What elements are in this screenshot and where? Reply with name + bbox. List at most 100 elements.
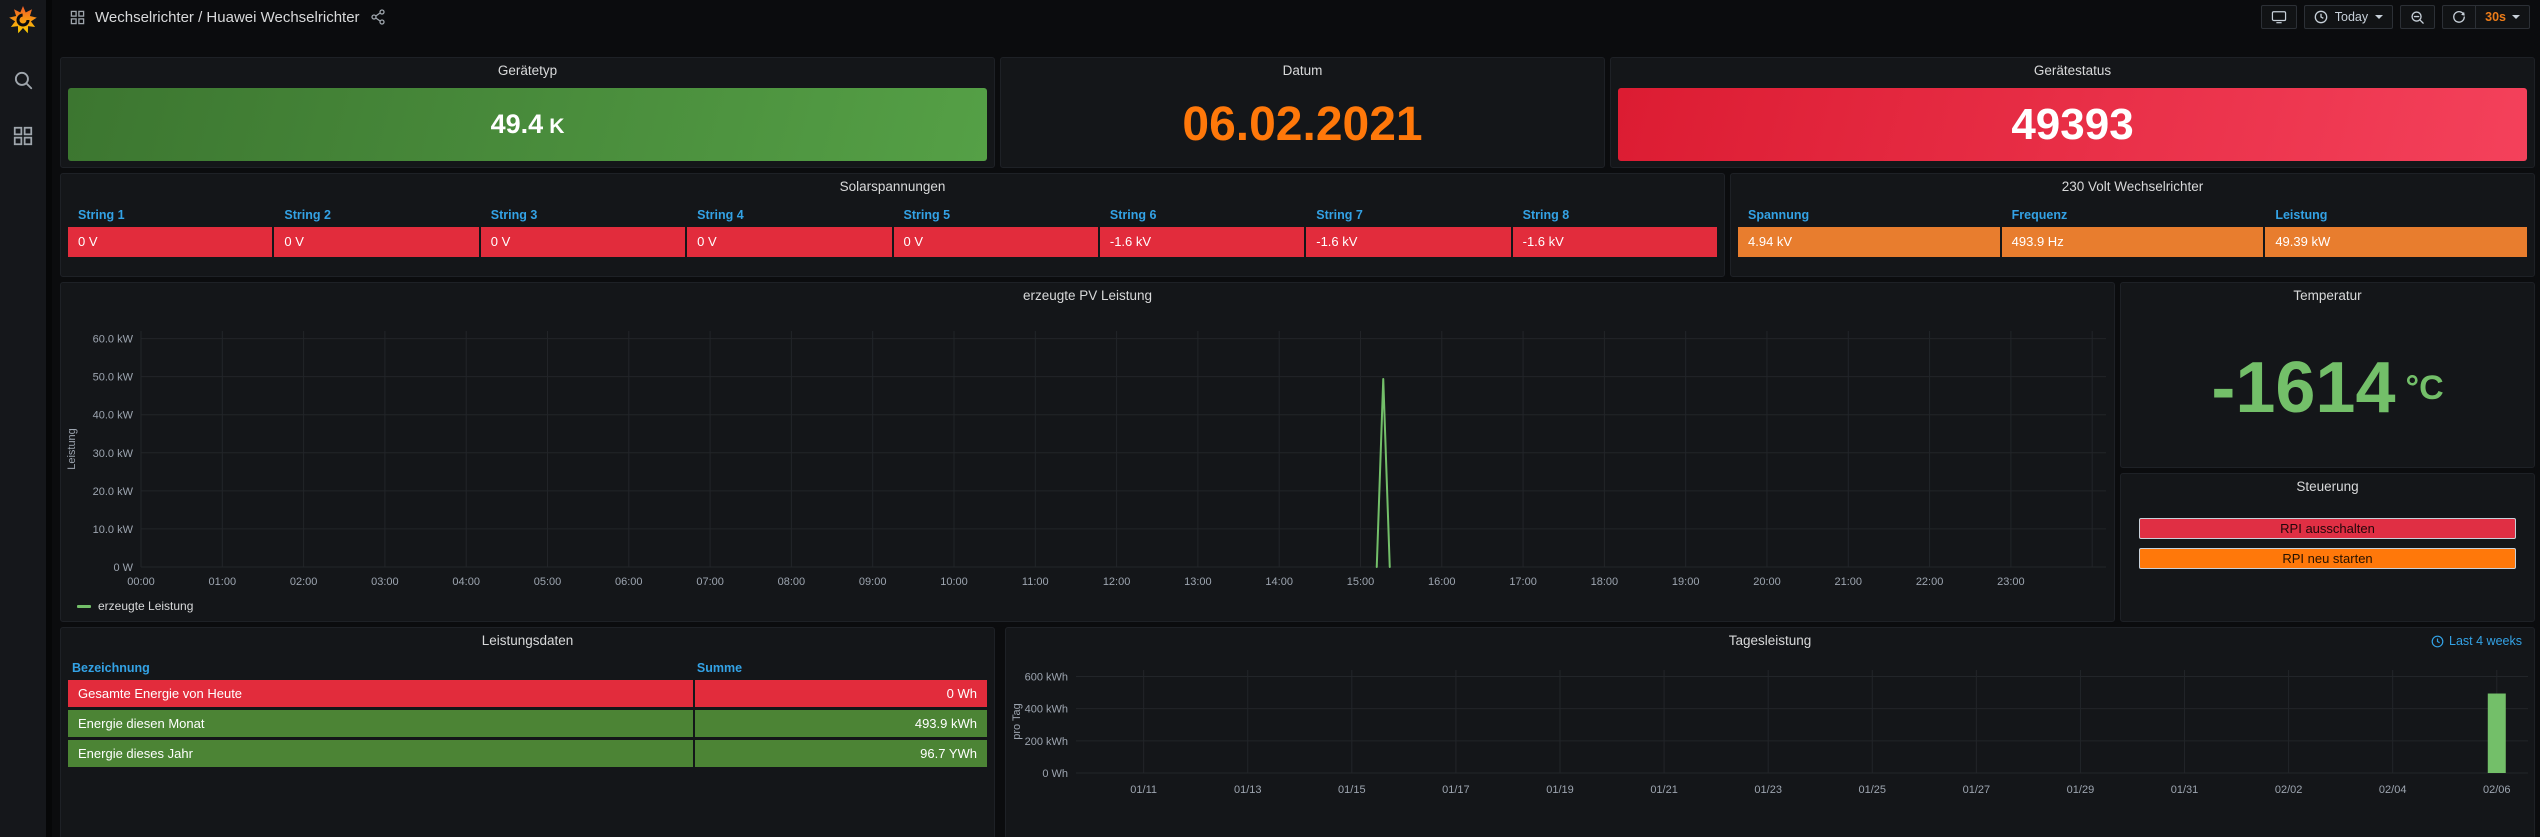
svg-text:02/02: 02/02 — [2275, 784, 2303, 796]
table-row: Energie dieses Jahr 96.7 YWh — [68, 740, 987, 767]
svg-text:03:00: 03:00 — [371, 576, 399, 588]
panel-title[interactable]: Steuerung — [2296, 479, 2359, 494]
svg-text:01/19: 01/19 — [1546, 784, 1574, 796]
column-header-summe[interactable]: Summe — [696, 661, 743, 675]
svg-text:200 kWh: 200 kWh — [1025, 736, 1068, 748]
panel-title[interactable]: Temperatur — [2293, 288, 2362, 303]
svg-text:06:00: 06:00 — [615, 576, 643, 588]
time-range-picker[interactable]: Today — [2303, 5, 2394, 29]
string-value-cell: -1.6 kV — [1099, 227, 1305, 257]
column-header-bezeichnung[interactable]: Bezeichnung — [72, 661, 150, 675]
stat-value: 06.02.2021 — [1182, 98, 1423, 151]
column-header[interactable]: String 7 — [1316, 208, 1363, 222]
sidebar — [0, 0, 52, 837]
search-icon[interactable] — [12, 69, 34, 91]
panel-time-range-link[interactable]: Last 4 weeks — [2431, 634, 2522, 648]
panel-geraetestatus: Gerätestatus 49393 — [1610, 57, 2535, 168]
svg-text:02:00: 02:00 — [290, 576, 318, 588]
refresh-interval-label: 30s — [2485, 10, 2506, 24]
panel-title[interactable]: Solarspannungen — [839, 179, 946, 194]
svg-text:60.0 kW: 60.0 kW — [93, 334, 134, 346]
svg-text:19:00: 19:00 — [1672, 576, 1700, 588]
wr-header-row: Spannung Frequenz Leistung — [1731, 203, 2534, 227]
panel-title[interactable]: Leistungsdaten — [481, 633, 574, 648]
svg-text:08:00: 08:00 — [778, 576, 806, 588]
stat-background: 49.4 K — [68, 88, 987, 161]
apps-grid-icon[interactable] — [70, 10, 85, 25]
refresh-icon[interactable] — [2452, 10, 2466, 24]
column-header[interactable]: String 6 — [1109, 208, 1157, 222]
svg-text:01/21: 01/21 — [1650, 784, 1678, 796]
panel-datum: Datum 06.02.2021 — [1000, 57, 1605, 168]
stat-value: 49393 — [2011, 99, 2134, 149]
svg-text:13:00: 13:00 — [1184, 576, 1212, 588]
column-header[interactable]: String 3 — [490, 208, 538, 222]
svg-text:16:00: 16:00 — [1428, 576, 1456, 588]
svg-text:14:00: 14:00 — [1265, 576, 1293, 588]
clock-icon — [2314, 10, 2328, 24]
column-header[interactable]: String 5 — [903, 208, 951, 222]
table-body: Gesamte Energie von Heute 0 Wh Energie d… — [68, 680, 987, 767]
navbar: Wechselrichter / Huawei Wechselrichter — [52, 0, 2540, 34]
divider — [2475, 6, 2477, 28]
stat-background: 49393 — [1618, 88, 2527, 161]
daily-bar-chart[interactable]: 01/11 01/13 01/15 01/17 01/19 01/21 01/23 01/25… — [1006, 662, 2534, 837]
row-label-cell: Energie diesen Monat — [68, 710, 693, 737]
panel-230v-wechselrichter: 230 Volt Wechselrichter Spannung Frequenz… — [1730, 173, 2535, 277]
column-header[interactable]: String 1 — [78, 208, 125, 222]
share-icon[interactable] — [370, 9, 386, 25]
dashboards-grid-icon[interactable] — [12, 125, 34, 147]
pv-line-chart[interactable]: 00:00 01:00 02:00 03:00 04:00 05:00 06:00 07:00… — [61, 309, 2114, 621]
column-header[interactable]: String 8 — [1522, 208, 1570, 222]
svg-text:01/27: 01/27 — [1963, 784, 1991, 796]
rpi-control-button[interactable]: RPI neu starten — [2139, 548, 2516, 569]
panel-title[interactable]: Datum — [1282, 63, 1323, 78]
svg-text:02/06: 02/06 — [2483, 784, 2511, 796]
wr-value-row: 4.94 kV 493.9 Hz 49.39 kW — [1731, 227, 2534, 257]
svg-text:400 kWh: 400 kWh — [1025, 704, 1068, 716]
energy-table: Bezeichnung Summe Gesamte Energie von He… — [61, 656, 994, 767]
panel-title[interactable]: Gerätetyp — [497, 63, 558, 78]
zoom-out-button[interactable] — [2400, 5, 2436, 29]
legend-item[interactable]: erzeugte Leistung — [77, 599, 193, 613]
panel-title[interactable]: erzeugte PV Leistung — [1022, 288, 1153, 303]
panel-solarspannungen: Solarspannungen String 1 String 2 String 3… — [60, 173, 1725, 277]
svg-text:15:00: 15:00 — [1347, 576, 1375, 588]
panel-time-range-label: Last 4 weeks — [2449, 634, 2522, 648]
wr-value-cell: 4.94 kV — [1738, 227, 2000, 257]
tv-mode-button[interactable] — [2260, 5, 2297, 29]
refresh-interval-dropdown[interactable]: 30s — [2485, 10, 2520, 24]
column-header[interactable]: Spannung — [1748, 208, 1810, 222]
svg-text:01/29: 01/29 — [2067, 784, 2095, 796]
panel-steuerung: Steuerung RPI ausschalten RPI neu starten — [2120, 473, 2535, 622]
column-header[interactable]: String 4 — [697, 208, 744, 222]
clock-icon — [2431, 635, 2444, 648]
svg-text:09:00: 09:00 — [859, 576, 887, 588]
panel-title[interactable]: 230 Volt Wechselrichter — [2061, 179, 2204, 194]
stat-suffix: K — [549, 115, 565, 138]
svg-text:20:00: 20:00 — [1753, 576, 1781, 588]
panel-title[interactable]: Gerätestatus — [2033, 63, 2112, 78]
panel-title[interactable]: Tagesleistung — [1728, 633, 1812, 648]
column-header[interactable]: String 2 — [284, 208, 331, 222]
svg-text:01/13: 01/13 — [1234, 784, 1262, 796]
svg-text:pro Tag: pro Tag — [1011, 703, 1023, 740]
rpi-control-button[interactable]: RPI ausschalten — [2139, 518, 2516, 539]
legend-series-color — [77, 604, 91, 608]
svg-text:0 Wh: 0 Wh — [1042, 768, 1068, 780]
refresh-group[interactable]: 30s — [2442, 5, 2530, 29]
svg-text:30.0 kW: 30.0 kW — [93, 448, 134, 460]
table-header-row: Bezeichnung Summe — [68, 656, 987, 680]
control-buttons: RPI ausschalten RPI neu starten — [2139, 518, 2516, 569]
column-header[interactable]: Leistung — [2275, 208, 2328, 222]
column-header[interactable]: Frequenz — [2011, 208, 2068, 222]
panel-leistungsdaten: Leistungsdaten Bezeichnung Summe Gesamte… — [60, 627, 995, 837]
svg-text:01/23: 01/23 — [1754, 784, 1782, 796]
caret-down-icon — [2375, 15, 2384, 19]
temperature-unit: °C — [2405, 368, 2444, 407]
dashboard-title[interactable]: Wechselrichter / Huawei Wechselrichter — [95, 8, 360, 26]
string-value-cell: 0 V — [687, 227, 892, 257]
grafana-logo-icon[interactable] — [8, 5, 38, 35]
